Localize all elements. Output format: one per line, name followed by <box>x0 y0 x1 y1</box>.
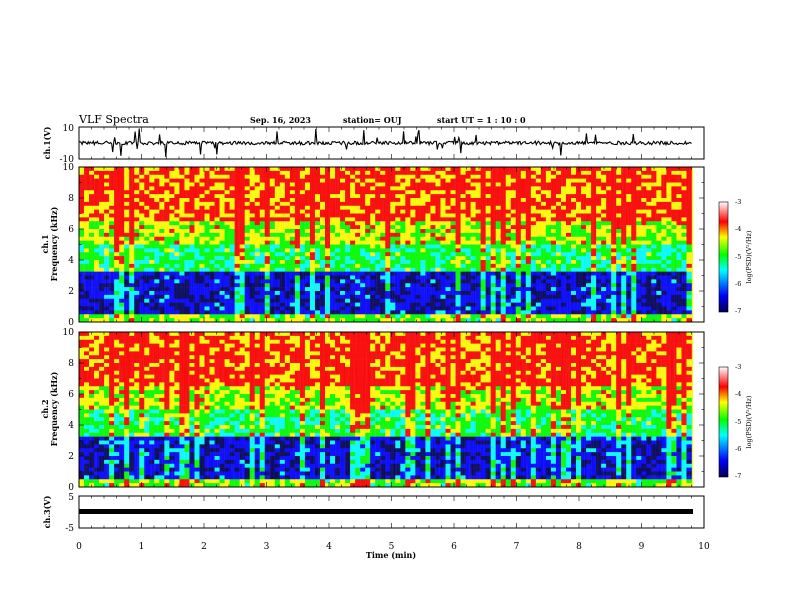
ch1-spec-ytick-6: 6 <box>68 225 74 235</box>
ch1-spec-ytick-4: 4 <box>68 256 74 266</box>
ch1-cb-tick-6: -6 <box>735 280 741 288</box>
start-ut-label: start UT = 1 : 10 : 0 <box>437 115 526 125</box>
station-label: station= OUJ <box>343 115 402 125</box>
ch2-spectrogram-panel: 0 2 4 6 8 10 ch.2 Frequency (kHz) -3 -4 … <box>40 328 753 493</box>
ch1-spectrogram-panel: 0 2 4 6 8 10 ch.1 Frequency (kHz) -3 -4 … <box>40 163 753 328</box>
ch1-spec-ytick-10: 10 <box>63 163 75 173</box>
ch1-spec-ytick-2: 2 <box>68 287 74 297</box>
ch1-cb-tick-5: -5 <box>735 253 741 261</box>
ch1-cb-tick-4: -4 <box>735 225 741 233</box>
ch1-cb-tick-7: -7 <box>735 307 741 315</box>
ch1-ytick-top: 10 <box>63 124 75 134</box>
ch1-ytick-bottom: -10 <box>60 155 75 165</box>
ch1-trace-line <box>78 128 692 157</box>
figure-title: VLF Spectra <box>78 113 149 126</box>
ch1-trace <box>78 128 692 157</box>
date-label: Sep. 16, 2023 <box>250 115 311 125</box>
ch1-spec-ylabel-2: Frequency (kHz) <box>49 206 59 281</box>
ch1-spec-ytick-8: 8 <box>68 194 74 204</box>
ch1-spec-ylabel-1: ch.1 <box>40 234 50 253</box>
ch1-colorbar <box>718 201 729 313</box>
ch1-yaxis: 0 2 4 6 8 10 <box>63 163 75 328</box>
ch1-spectrogram-texture <box>79 167 693 322</box>
ch1-cb-label: log(PSD)(V²/Hz) <box>745 230 753 283</box>
ch1-ylabel: ch.1(V) <box>42 126 52 159</box>
ch1-cb-tick-3: -3 <box>735 198 741 206</box>
ch1-spec-ytick-0: 0 <box>68 318 74 328</box>
